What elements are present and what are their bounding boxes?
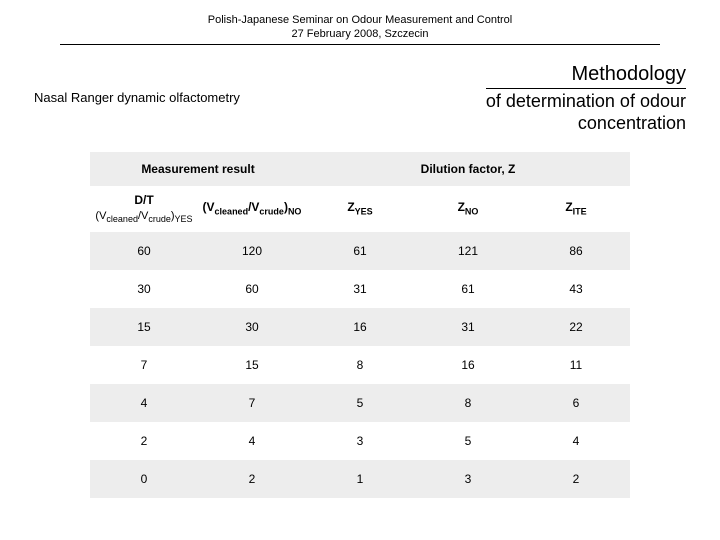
cell: 3	[414, 460, 522, 498]
col-zno: ZNO	[414, 186, 522, 232]
header-line1: Polish-Japanese Seminar on Odour Measure…	[60, 14, 660, 26]
table-row: 0 2 1 3 2	[90, 460, 630, 498]
determination-line1: of determination of odour	[486, 91, 686, 111]
table-row: 60 120 61 121 86	[90, 232, 630, 270]
title-block: Methodology Nasal Ranger dynamic olfacto…	[0, 63, 720, 134]
nasal-ranger-label: Nasal Ranger dynamic olfactometry	[34, 88, 240, 105]
cell: 11	[522, 346, 630, 384]
cell: 0	[90, 460, 198, 498]
determination-title: of determination of odour concentration	[486, 88, 686, 134]
cell: 1	[306, 460, 414, 498]
cell: 60	[198, 270, 306, 308]
cell: 30	[90, 270, 198, 308]
cell: 5	[306, 384, 414, 422]
cell: 16	[306, 308, 414, 346]
cell: 120	[198, 232, 306, 270]
cell: 2	[90, 422, 198, 460]
col-dt-top: D/T	[90, 193, 198, 209]
group-header-row: Measurement result Dilution factor, Z	[90, 152, 630, 186]
cell: 7	[198, 384, 306, 422]
cell: 6	[522, 384, 630, 422]
cell: 4	[522, 422, 630, 460]
cell: 8	[306, 346, 414, 384]
cell: 60	[90, 232, 198, 270]
methodology-title: Methodology	[34, 63, 686, 86]
cell: 16	[414, 346, 522, 384]
group-dilution: Dilution factor, Z	[306, 152, 630, 186]
col-zyes: ZYES	[306, 186, 414, 232]
cell: 3	[306, 422, 414, 460]
cell: 30	[198, 308, 306, 346]
cell: 15	[198, 346, 306, 384]
cell: 5	[414, 422, 522, 460]
cell: 31	[306, 270, 414, 308]
cell: 86	[522, 232, 630, 270]
data-table-wrap: Measurement result Dilution factor, Z D/…	[90, 152, 630, 498]
data-table: Measurement result Dilution factor, Z D/…	[90, 152, 630, 498]
col-dt-sub: (Vcleaned/Vcrude)YES	[90, 209, 198, 226]
col-vno: (Vcleaned/Vcrude)NO	[198, 186, 306, 232]
cell: 8	[414, 384, 522, 422]
table-row: 4 7 5 8 6	[90, 384, 630, 422]
determination-line2: concentration	[578, 113, 686, 133]
cell: 2	[198, 460, 306, 498]
page-header: Polish-Japanese Seminar on Odour Measure…	[60, 0, 660, 45]
col-zite: ZITE	[522, 186, 630, 232]
cell: 31	[414, 308, 522, 346]
cell: 7	[90, 346, 198, 384]
cell: 22	[522, 308, 630, 346]
cell: 4	[198, 422, 306, 460]
col-dt: D/T (Vcleaned/Vcrude)YES	[90, 186, 198, 232]
table-row: 30 60 31 61 43	[90, 270, 630, 308]
group-measurement: Measurement result	[90, 152, 306, 186]
cell: 61	[306, 232, 414, 270]
table-row: 7 15 8 16 11	[90, 346, 630, 384]
cell: 61	[414, 270, 522, 308]
cell: 2	[522, 460, 630, 498]
column-header-row: D/T (Vcleaned/Vcrude)YES (Vcleaned/Vcrud…	[90, 186, 630, 232]
table-row: 15 30 16 31 22	[90, 308, 630, 346]
header-line2: 27 February 2008, Szczecin	[60, 28, 660, 40]
cell: 121	[414, 232, 522, 270]
cell: 4	[90, 384, 198, 422]
table-row: 2 4 3 5 4	[90, 422, 630, 460]
cell: 43	[522, 270, 630, 308]
cell: 15	[90, 308, 198, 346]
